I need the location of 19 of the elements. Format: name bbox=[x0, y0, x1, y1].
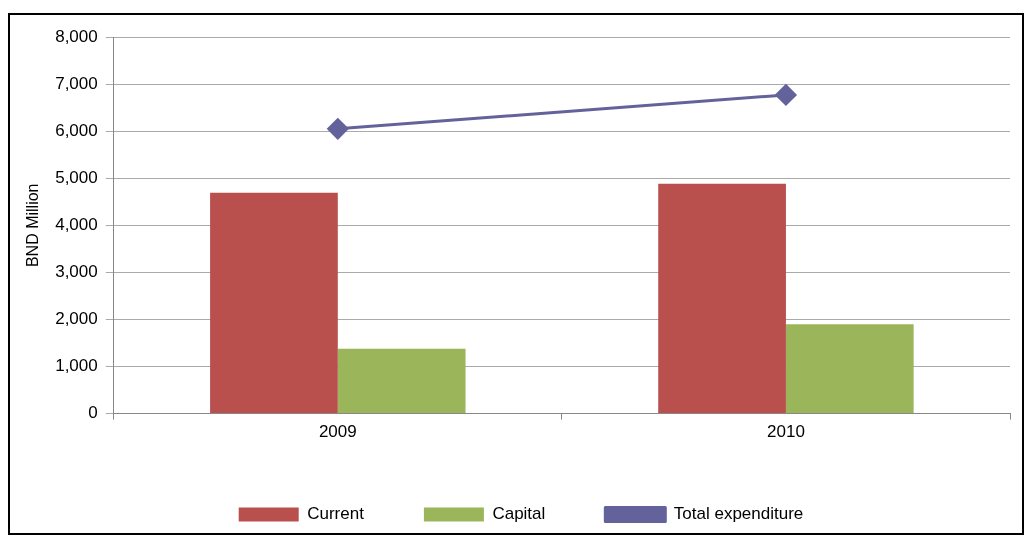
y-tick-label: 3,000 bbox=[55, 262, 98, 282]
y-tick-label: 8,000 bbox=[55, 26, 98, 46]
y-tick-label: 7,000 bbox=[55, 73, 98, 93]
legend-label: Capital bbox=[492, 504, 546, 524]
legend-label: Current bbox=[307, 504, 365, 524]
y-axis-title: BND Million bbox=[24, 183, 42, 268]
bar bbox=[785, 324, 914, 414]
y-tick-label: 6,000 bbox=[55, 120, 98, 140]
bar bbox=[337, 348, 466, 414]
y-tick-label: 1,000 bbox=[55, 356, 98, 376]
x-tick-label: 2009 bbox=[318, 422, 357, 442]
bar bbox=[210, 192, 338, 414]
x-tick-label: 2010 bbox=[767, 422, 805, 442]
y-tick-label: 2,000 bbox=[55, 309, 98, 329]
y-tick-label: 4,000 bbox=[55, 214, 98, 234]
y-tick-label: 0 bbox=[88, 403, 98, 423]
bar bbox=[658, 183, 786, 414]
y-tick-label: 5,000 bbox=[55, 167, 98, 187]
legend-label: Total expenditure bbox=[673, 504, 804, 524]
